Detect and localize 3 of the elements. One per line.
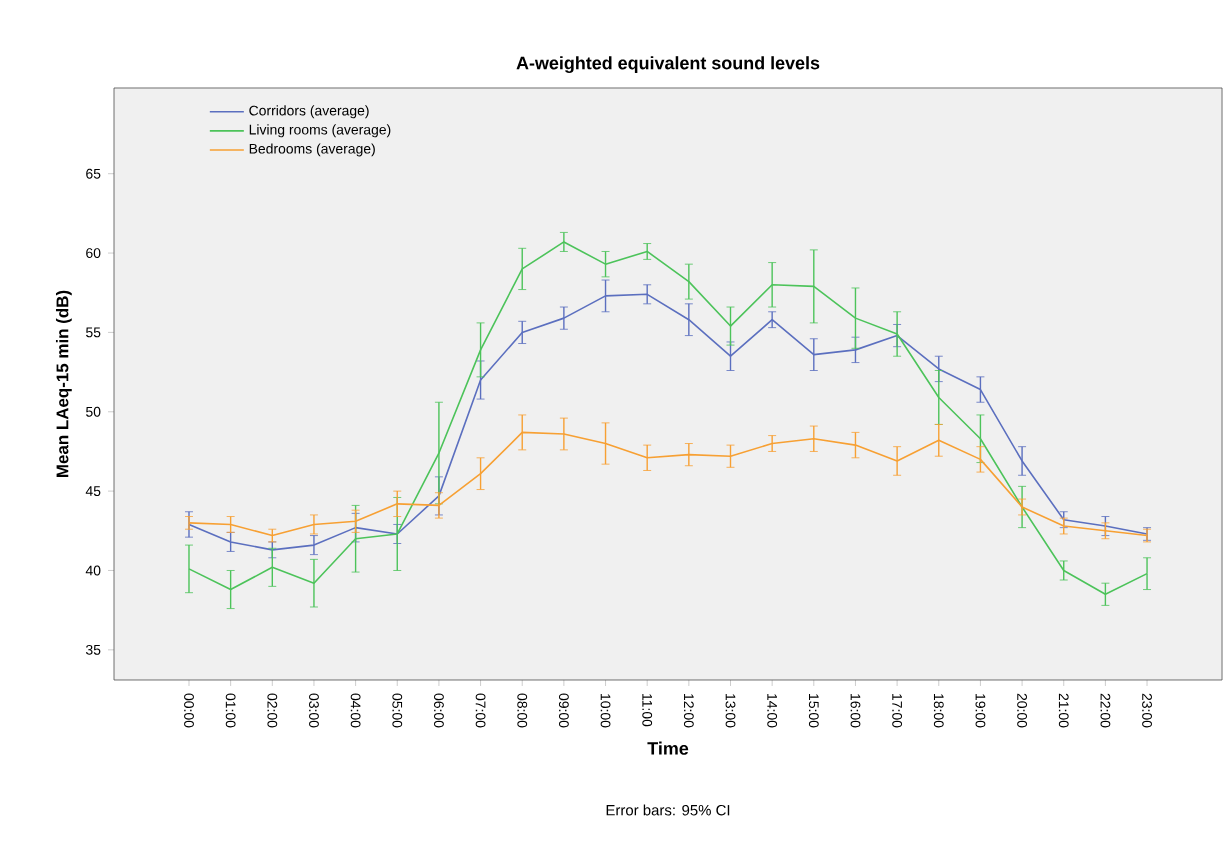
- y-axis-title: Mean LAeq-15 min (dB): [55, 290, 72, 477]
- x-axis-title: Time: [647, 741, 689, 755]
- chart-title: A-weighted equivalent sound levels: [516, 56, 820, 74]
